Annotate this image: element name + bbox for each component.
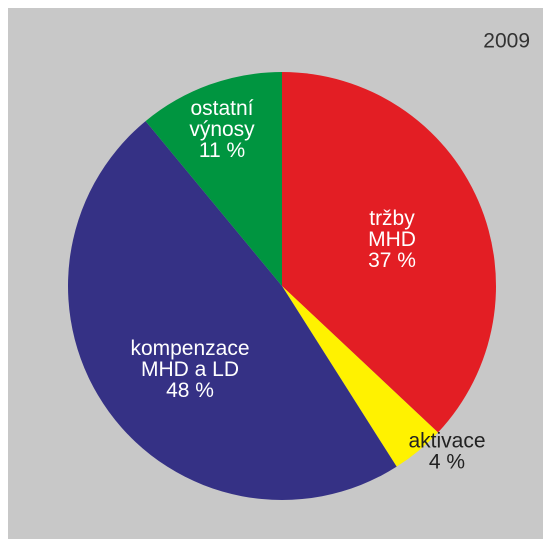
value-label: 11 % bbox=[199, 139, 245, 162]
slice-label: ostatní výnosy 11 % bbox=[189, 97, 255, 162]
category-label: tržby bbox=[369, 207, 415, 230]
slice-label: kompenzace MHD a LD 48 % bbox=[130, 337, 249, 402]
value-label: 37 % bbox=[368, 249, 416, 272]
category-label: výnosy bbox=[189, 118, 255, 141]
category-label: kompenzace bbox=[130, 337, 249, 360]
value-label: 4 % bbox=[429, 450, 465, 473]
pie-slice bbox=[145, 72, 282, 286]
category-label: MHD bbox=[368, 228, 416, 251]
value-label: 48 % bbox=[166, 379, 214, 402]
chart-title: 2009 bbox=[483, 30, 530, 53]
pie-slice bbox=[282, 72, 496, 433]
slice-label: tržby MHD 37 % bbox=[368, 207, 416, 272]
pie-slice bbox=[282, 286, 438, 467]
pie-slice bbox=[67, 121, 397, 501]
slice-label: aktivace 4 % bbox=[408, 429, 485, 473]
category-label: ostatní bbox=[190, 97, 253, 120]
category-label: MHD a LD bbox=[141, 358, 239, 381]
category-label: aktivace bbox=[408, 429, 485, 452]
